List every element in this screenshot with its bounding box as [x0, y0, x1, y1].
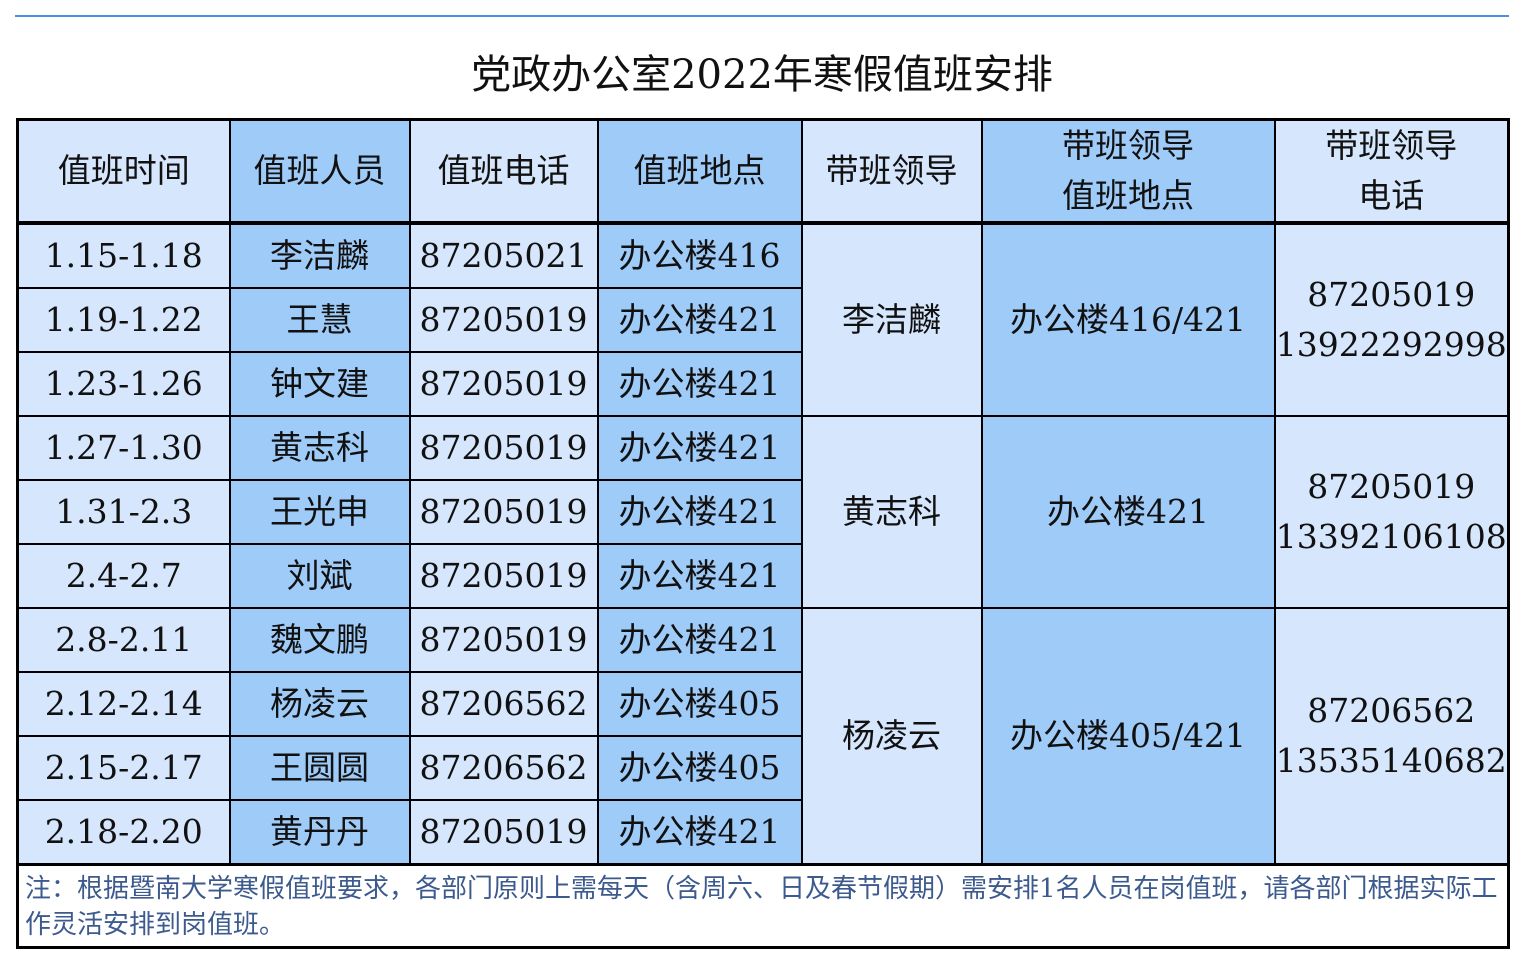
- cell-person: 黄志科: [228, 415, 411, 481]
- table-row: 1.23-1.26 钟文建 87205019 办公楼421: [16, 351, 1509, 417]
- cell-place: 办公楼416: [596, 222, 803, 289]
- leader-phone-line: 87205019: [1307, 467, 1476, 506]
- cell-person: 刘斌: [228, 543, 411, 609]
- leader-phone-line: 13922292998: [1275, 325, 1507, 364]
- cell-phone: 87206562: [408, 735, 599, 801]
- cell-phone: 87205019: [408, 479, 599, 545]
- cell-leader: 杨凌云: [800, 607, 983, 866]
- cell-phone: 87205019: [408, 799, 599, 866]
- header-leader-place: 带班领导 值班地点: [980, 118, 1276, 225]
- table-row: 1.19-1.22 王慧 87205019 办公楼421: [16, 287, 1509, 353]
- cell-time: 2.8-2.11: [16, 607, 231, 673]
- header-person: 值班人员: [228, 118, 411, 225]
- cell-phone: 87206562: [408, 671, 599, 737]
- cell-leader-phone: 87205019 13392106108: [1273, 415, 1510, 609]
- header-leader-phone: 带班领导 电话: [1273, 118, 1510, 225]
- cell-leader-place: 办公楼416/421: [980, 222, 1276, 417]
- cell-time: 1.31-2.3: [16, 479, 231, 545]
- cell-place: 办公楼421: [596, 607, 803, 673]
- cell-place: 办公楼421: [596, 479, 803, 545]
- leader-phone-line: 13535140682: [1275, 741, 1507, 780]
- top-rule: [15, 15, 1509, 17]
- cell-leader-place: 办公楼421: [980, 415, 1276, 609]
- cell-time: 1.19-1.22: [16, 287, 231, 353]
- cell-leader: 黄志科: [800, 415, 983, 609]
- header-row: 值班时间 值班人员 值班电话 值班地点 带班领导 带班领导 值班地点 带班领导 电话: [16, 118, 1510, 225]
- header-line: 电话: [1358, 176, 1425, 215]
- header-line: 值班地点: [1062, 176, 1194, 215]
- table-row: 2.4-2.7 刘斌 87205019 办公楼421: [16, 543, 1509, 609]
- cell-place: 办公楼421: [596, 415, 803, 481]
- cell-person: 王光申: [228, 479, 411, 545]
- cell-time: 1.23-1.26: [16, 351, 231, 417]
- duty-schedule-table: 值班时间 值班人员 值班电话 值班地点 带班领导 带班领导 值班地点 带班领导 电话…: [16, 118, 1510, 949]
- cell-time: 1.27-1.30: [16, 415, 231, 481]
- cell-phone: 87205019: [408, 287, 599, 353]
- table-row: 1.31-2.3 王光申 87205019 办公楼421: [16, 479, 1509, 545]
- table-row: 2.12-2.14 杨凌云 87206562 办公楼405: [16, 671, 1509, 737]
- leader-phone-line: 13392106108: [1275, 517, 1507, 556]
- cell-place: 办公楼421: [596, 351, 803, 417]
- cell-leader-phone: 87205019 13922292998: [1273, 222, 1510, 417]
- cell-person: 魏文鹏: [228, 607, 411, 673]
- header-line: 带班领导: [1062, 126, 1194, 165]
- cell-time: 2.12-2.14: [16, 671, 231, 737]
- cell-phone: 87205021: [408, 222, 599, 289]
- cell-place: 办公楼421: [596, 287, 803, 353]
- cell-person: 钟文建: [228, 351, 411, 417]
- cell-time: 2.15-2.17: [16, 735, 231, 801]
- cell-place: 办公楼421: [596, 799, 803, 866]
- leader-phone-line: 87205019: [1307, 275, 1476, 314]
- cell-place: 办公楼421: [596, 543, 803, 609]
- header-place: 值班地点: [596, 118, 803, 225]
- cell-leader: 李洁麟: [800, 222, 983, 417]
- cell-person: 杨凌云: [228, 671, 411, 737]
- cell-time: 2.4-2.7: [16, 543, 231, 609]
- cell-person: 黄丹丹: [228, 799, 411, 866]
- table-row: 2.15-2.17 王圆圆 87206562 办公楼405: [16, 735, 1509, 801]
- page-title: 党政办公室2022年寒假值班安排: [471, 52, 1053, 98]
- cell-leader-phone: 87206562 13535140682: [1273, 607, 1510, 866]
- footnote: 注：根据暨南大学寒假值班要求，各部门原则上需每天（含周六、日及春节假期）需安排1…: [16, 863, 1510, 949]
- cell-phone: 87205019: [408, 543, 599, 609]
- leader-phone-line: 87206562: [1307, 691, 1476, 730]
- header-phone: 值班电话: [408, 118, 599, 225]
- header-time: 值班时间: [16, 118, 231, 225]
- cell-time: 1.15-1.18: [16, 222, 231, 289]
- cell-leader-place: 办公楼405/421: [980, 607, 1276, 866]
- cell-place: 办公楼405: [596, 735, 803, 801]
- table-row: 1.27-1.30 黄志科 87205019 办公楼421 黄志科 办公楼421 87205…: [16, 415, 1510, 609]
- cell-person: 李洁麟: [228, 222, 411, 289]
- header-line: 带班领导: [1325, 126, 1458, 165]
- cell-phone: 87205019: [408, 607, 599, 673]
- table-row: 2.8-2.11 魏文鹏 87205019 办公楼421 杨凌云 办公楼405/421 87…: [16, 607, 1510, 866]
- table-row: 2.18-2.20 黄丹丹 87205019 办公楼421: [16, 799, 1509, 866]
- header-leader: 带班领导: [800, 118, 983, 225]
- cell-person: 王圆圆: [228, 735, 411, 801]
- cell-person: 王慧: [228, 287, 411, 353]
- cell-place: 办公楼405: [596, 671, 803, 737]
- table-row: 1.15-1.18 李洁麟 87205021 办公楼416 李洁麟 办公楼416/421 8…: [16, 222, 1510, 417]
- cell-phone: 87205019: [408, 415, 599, 481]
- cell-phone: 87205019: [408, 351, 599, 417]
- cell-time: 2.18-2.20: [16, 799, 231, 866]
